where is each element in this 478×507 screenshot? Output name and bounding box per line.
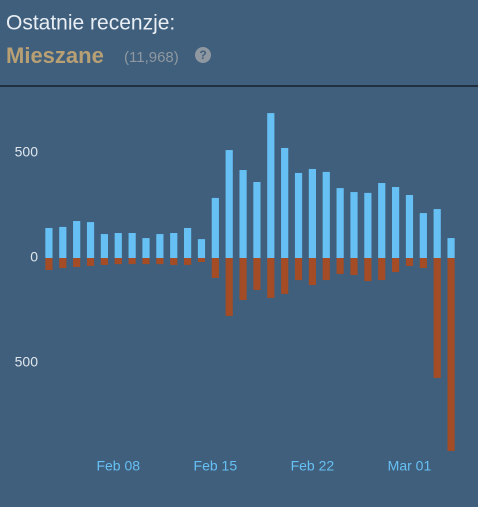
review-count: (11,968) — [124, 49, 179, 66]
bar — [100, 234, 108, 258]
bar — [225, 258, 233, 316]
bar — [253, 258, 261, 290]
bar — [86, 258, 95, 266]
bar — [267, 258, 275, 298]
bar — [392, 258, 400, 273]
x-tick-label: Feb 08 — [96, 458, 140, 474]
bar — [45, 227, 53, 258]
bar — [364, 258, 372, 282]
bar — [308, 258, 316, 286]
bar — [184, 227, 192, 258]
bar — [433, 258, 441, 378]
bar — [281, 147, 289, 258]
y-tick-label: 0 — [30, 249, 38, 265]
bar — [433, 209, 441, 258]
review-summary: Mieszane — [6, 43, 104, 68]
help-mark[interactable]: ? — [199, 48, 206, 62]
bar — [253, 181, 261, 258]
bar — [142, 258, 150, 265]
bar — [128, 233, 136, 258]
bar — [350, 258, 358, 276]
bar — [156, 234, 164, 258]
bar — [73, 258, 81, 268]
bar — [336, 258, 344, 274]
bar — [294, 172, 303, 258]
bar — [100, 258, 108, 265]
bar — [239, 170, 247, 258]
help-icon[interactable]: ? — [195, 47, 211, 63]
bar — [114, 233, 122, 258]
x-tick-label: Mar 01 — [388, 458, 432, 474]
bar — [197, 239, 206, 258]
bar — [239, 258, 247, 300]
bar — [156, 258, 164, 265]
bar — [392, 187, 400, 258]
bar — [142, 238, 150, 258]
bar — [197, 258, 206, 262]
bar — [378, 258, 386, 281]
bar — [86, 222, 95, 258]
bar — [45, 258, 53, 270]
bar — [225, 150, 233, 258]
bar — [364, 192, 372, 258]
bar — [405, 195, 414, 258]
y-tick-label: 500 — [15, 354, 39, 370]
y-tick-label: 500 — [15, 144, 39, 160]
bar — [211, 258, 219, 278]
bar — [281, 258, 289, 294]
bar — [378, 183, 386, 258]
x-tick-label: Feb 15 — [194, 458, 238, 474]
bar — [447, 238, 455, 258]
bar — [170, 258, 178, 265]
bar — [447, 258, 455, 451]
bar — [322, 258, 330, 281]
bar — [128, 258, 136, 265]
bar — [59, 226, 67, 258]
bar — [170, 233, 178, 258]
bar — [419, 213, 427, 258]
bar — [308, 168, 316, 258]
bar — [405, 258, 414, 266]
bar — [211, 197, 219, 258]
bar — [419, 258, 427, 269]
x-tick-label: Feb 22 — [291, 458, 335, 474]
bar — [267, 113, 275, 258]
help-circle[interactable] — [195, 47, 211, 63]
bar — [73, 221, 81, 258]
bar — [184, 258, 192, 265]
bar — [336, 188, 344, 258]
bar — [350, 192, 358, 258]
panel-title: Ostatnie recenzje: — [6, 12, 175, 35]
bar — [322, 171, 330, 258]
bar — [294, 258, 303, 281]
bar — [59, 258, 67, 269]
bar — [114, 258, 122, 265]
